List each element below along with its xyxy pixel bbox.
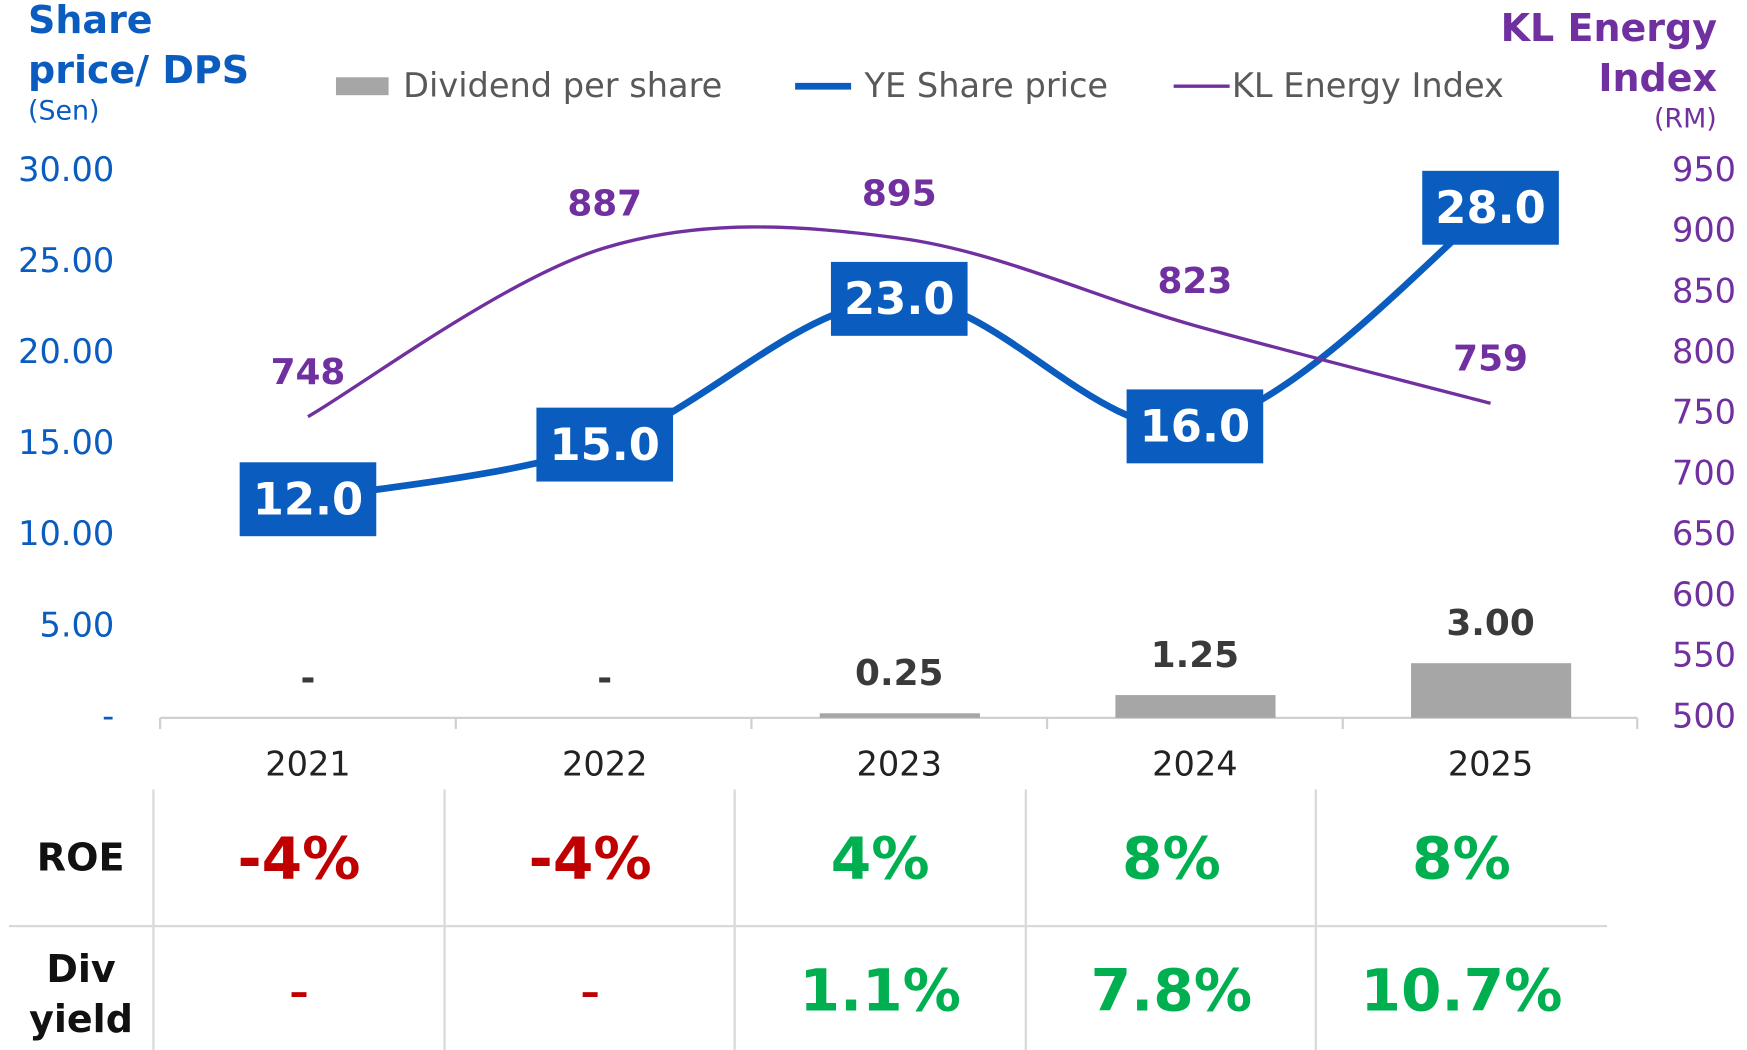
bar-label: 0.25 [855,653,943,694]
right-axis-title: KL Energy Index [1500,6,1717,100]
y2-tick-label: 650 [1672,514,1736,553]
label-box [1422,170,1559,245]
table-cell: 1.1% [799,957,960,1025]
line-label: 16.0 [1140,400,1251,453]
bar [1411,663,1572,718]
line-label: 12.0 [253,473,363,526]
line-label: 15.0 [549,418,660,471]
y2-tick-label: 850 [1672,271,1736,310]
line-label: 748 [271,352,346,393]
table-cell: -4% [237,824,360,892]
y-tick-label: 20.00 [18,332,114,371]
y2-tick-label: 950 [1672,150,1736,189]
axis-unit: (Sen) [28,95,100,126]
label-box [239,462,377,537]
x-tick-label: 2025 [1448,744,1533,783]
label-box [830,261,968,336]
legend-label: KL Energy Index [1232,66,1504,105]
table-cell: 4% [831,824,930,892]
y-tick-label: - [102,696,114,735]
left-axis-title: Share price/ DPS [28,0,250,92]
legend-label: Dividend per share [403,66,722,105]
table-cell: – [581,970,600,1014]
table-cell: 10.7% [1360,957,1562,1025]
line-label: 28.0 [1435,181,1546,234]
axis-unit: (RM) [1654,103,1717,134]
line-label: 895 [862,174,937,215]
line-label: 823 [1158,261,1233,302]
x-tick-label: 2024 [1152,744,1237,783]
y2-tick-label: 550 [1672,636,1736,675]
line [307,205,1493,503]
bar-label: - [301,658,316,699]
table-cell: 8% [1412,824,1511,892]
bar-label: - [597,658,612,699]
row-label: ROE [37,836,125,880]
legend-swatch [335,77,389,96]
line-label: 759 [1453,339,1528,380]
y-tick-label: 30.00 [18,150,114,189]
x-tick-label: 2023 [857,744,942,783]
bar-label: 1.25 [1151,635,1239,676]
bar [1115,695,1276,718]
legend-label: YE Share price [864,66,1109,105]
line [307,225,1491,419]
table-cell: 7.8% [1091,957,1252,1025]
y2-tick-label: 700 [1672,453,1736,492]
label-box [1126,389,1264,464]
x-tick-label: 2021 [265,744,350,783]
table-cell: -4% [529,824,652,892]
label-box [536,407,674,482]
row-label: Div yield [29,947,133,1041]
bar-label: 3.00 [1446,603,1534,644]
line-label: 887 [567,183,642,224]
y-tick-label: 15.00 [18,423,114,462]
x-tick-label: 2022 [562,744,647,783]
y-tick-label: 5.00 [39,605,114,644]
y2-tick-label: 750 [1672,393,1736,432]
y2-tick-label: 900 [1672,211,1736,250]
bar [819,713,980,718]
y2-tick-label: 600 [1672,575,1736,614]
y-tick-label: 10.00 [18,514,114,553]
table-cell: – [289,970,308,1014]
line-label: 23.0 [844,272,954,325]
y-tick-label: 25.00 [18,241,114,280]
y2-tick-label: 800 [1672,332,1736,371]
y2-tick-label: 500 [1672,696,1736,735]
table-cell: 8% [1122,824,1221,892]
